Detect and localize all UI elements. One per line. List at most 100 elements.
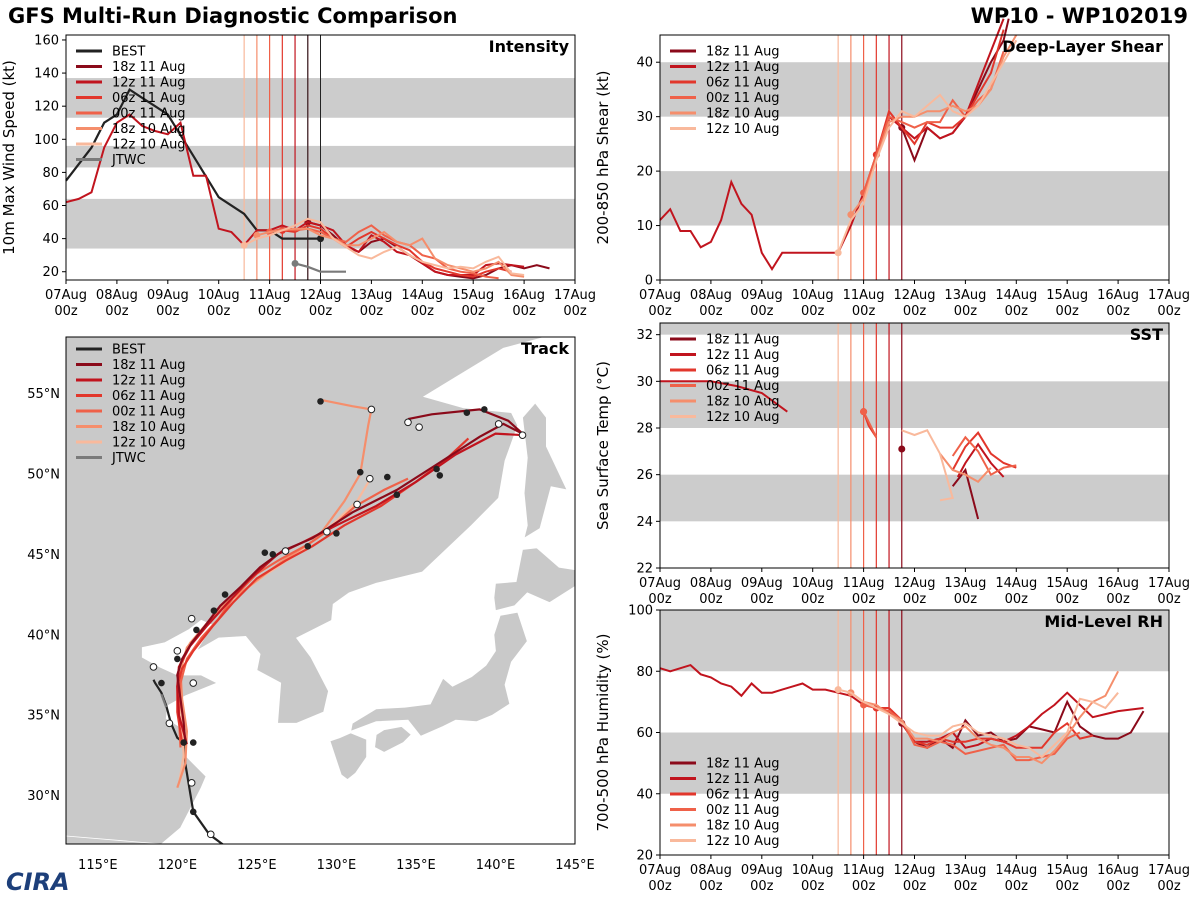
legend-label: 18z 11 Aug bbox=[706, 757, 780, 772]
track-point-filled bbox=[433, 465, 440, 473]
legend-label: 18z 11 Aug bbox=[706, 333, 780, 348]
track-point-open bbox=[165, 719, 174, 728]
track-point-open bbox=[353, 500, 361, 509]
series-marker bbox=[834, 686, 842, 694]
legend-label: 00z 11 Aug bbox=[706, 379, 780, 394]
plot-frame bbox=[65, 336, 576, 845]
track-point-filled bbox=[356, 468, 364, 476]
x-tick-label: 00z bbox=[1157, 592, 1181, 607]
track-point-open bbox=[323, 527, 331, 536]
track-point-open bbox=[404, 418, 412, 427]
x-tick-label: 14Aug bbox=[995, 576, 1037, 591]
track-point-open bbox=[518, 431, 527, 439]
series-line bbox=[862, 50, 1005, 194]
y-tick-label: 26 bbox=[636, 468, 653, 483]
x-tick-label: 07Aug bbox=[639, 288, 681, 303]
y-tick-label: 100 bbox=[628, 604, 653, 619]
series-line bbox=[862, 411, 878, 438]
x-tick-label: 140°E bbox=[476, 858, 516, 873]
x-tick-label: 17Aug bbox=[1148, 863, 1190, 878]
x-tick-label: 00z bbox=[699, 592, 723, 607]
track-point-open bbox=[281, 547, 290, 555]
x-tick-label: 16Aug bbox=[1097, 863, 1139, 878]
y-tick-label: 32 bbox=[636, 328, 653, 343]
series-marker bbox=[291, 259, 299, 267]
y-tick-label: 22 bbox=[636, 562, 653, 577]
series-line bbox=[282, 224, 512, 278]
series-line bbox=[65, 88, 321, 240]
track-point-filled bbox=[384, 473, 391, 481]
x-tick-label: 135°E bbox=[396, 858, 436, 873]
x-tick-label: 00z bbox=[156, 304, 180, 319]
legend-label: 00z 11 Aug bbox=[706, 91, 780, 106]
series-line bbox=[875, 29, 1005, 156]
x-tick-label: 125°E bbox=[237, 858, 277, 873]
series-line bbox=[939, 453, 992, 483]
track-point-filled bbox=[180, 739, 188, 746]
x-tick-label: 00z bbox=[1106, 592, 1130, 607]
track-point-filled bbox=[393, 491, 401, 499]
x-tick-label: 00z bbox=[801, 879, 825, 894]
track-point-open bbox=[187, 614, 196, 623]
land bbox=[374, 726, 412, 753]
y-tick-label: 160 bbox=[34, 33, 59, 48]
x-tick-label: 17Aug bbox=[1148, 288, 1190, 303]
x-tick-label: 00z bbox=[462, 304, 486, 319]
legend-label: 00z 11 Aug bbox=[112, 405, 186, 420]
x-tick-label: 145°E bbox=[555, 858, 595, 873]
legend-label: 12z 10 Aug bbox=[112, 138, 186, 153]
x-tick-label: 00z bbox=[512, 304, 536, 319]
x-tick-label: 00z bbox=[105, 304, 129, 319]
x-tick-label: 15Aug bbox=[1046, 863, 1088, 878]
x-tick-label: 08Aug bbox=[96, 288, 138, 303]
y-axis-label: 200-850 hPa Shear (kt) bbox=[594, 71, 612, 245]
track-point-open bbox=[494, 420, 503, 428]
series-line bbox=[659, 18, 1005, 271]
x-tick-label: 00z bbox=[1106, 879, 1130, 894]
x-tick-label: 11Aug bbox=[843, 288, 885, 303]
y-tick-label: 40 bbox=[636, 56, 653, 71]
series-marker bbox=[898, 445, 906, 453]
land bbox=[66, 337, 547, 844]
x-tick-label: 07Aug bbox=[45, 288, 87, 303]
x-tick-label: 00z bbox=[699, 304, 723, 319]
x-tick-label: 00z bbox=[1005, 304, 1029, 319]
legend-label: 06z 11 Aug bbox=[706, 788, 780, 803]
y-tick-label: 40 bbox=[42, 232, 59, 247]
legend-label: 18z 10 Aug bbox=[112, 122, 186, 137]
track-point-filled bbox=[193, 626, 200, 634]
y-tick-label: 100 bbox=[34, 133, 59, 148]
land bbox=[522, 402, 568, 540]
legend-label: BEST bbox=[112, 45, 145, 60]
series-line bbox=[256, 227, 525, 278]
legend-label: 18z 10 Aug bbox=[706, 819, 780, 834]
x-tick-label: 12Aug bbox=[300, 288, 342, 303]
x-tick-label: 00z bbox=[801, 592, 825, 607]
panel-title: Mid-Level RH bbox=[1044, 612, 1163, 631]
x-tick-label: 10Aug bbox=[792, 576, 834, 591]
x-tick-label: 11Aug bbox=[843, 863, 885, 878]
x-tick-label: 09Aug bbox=[741, 863, 783, 878]
x-tick-label: 00z bbox=[563, 304, 587, 319]
x-tick-label: 12Aug bbox=[894, 863, 936, 878]
legend-label: 12z 10 Aug bbox=[706, 834, 780, 849]
series-line bbox=[951, 467, 980, 520]
panel-title: Track bbox=[521, 339, 569, 358]
series-line bbox=[660, 380, 788, 413]
series-line bbox=[837, 688, 1119, 759]
legend-label: 00z 11 Aug bbox=[112, 107, 186, 122]
y-axis-label: 700-500 hPa Humidity (%) bbox=[594, 633, 612, 831]
y-tick-label: 60 bbox=[42, 199, 59, 214]
x-tick-label: 15Aug bbox=[452, 288, 494, 303]
shaded-band bbox=[660, 171, 1169, 226]
map-area bbox=[66, 337, 575, 844]
y-tick-label: 45°N bbox=[27, 548, 60, 563]
track-point-open bbox=[415, 423, 423, 431]
x-tick-label: 14Aug bbox=[401, 288, 443, 303]
x-tick-label: 00z bbox=[1056, 304, 1080, 319]
x-tick-label: 13Aug bbox=[944, 863, 986, 878]
y-tick-label: 60 bbox=[636, 726, 653, 741]
y-tick-label: 55°N bbox=[27, 387, 60, 402]
x-tick-label: 00z bbox=[1157, 304, 1181, 319]
